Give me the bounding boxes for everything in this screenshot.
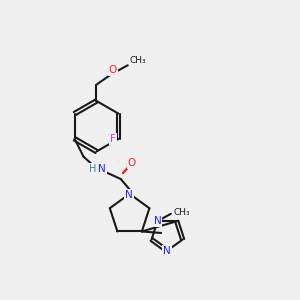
Text: CH₃: CH₃ xyxy=(174,208,190,217)
Text: N: N xyxy=(98,164,106,174)
Text: O: O xyxy=(128,158,136,168)
Text: N: N xyxy=(125,190,133,200)
Text: N: N xyxy=(163,246,171,256)
Text: N: N xyxy=(154,216,161,226)
Text: H: H xyxy=(89,164,96,175)
Text: O: O xyxy=(109,65,117,75)
Text: F: F xyxy=(110,134,116,144)
Text: CH₃: CH₃ xyxy=(130,56,146,65)
